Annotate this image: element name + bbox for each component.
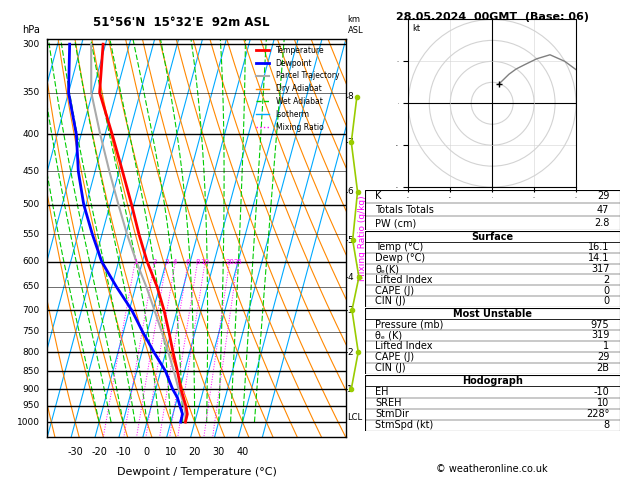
Text: 10: 10 [597,398,610,408]
Text: -20: -20 [91,447,107,457]
Text: EH: EH [375,387,389,397]
Text: 2: 2 [603,275,610,285]
Text: 20: 20 [189,447,201,457]
Text: 1: 1 [133,259,137,265]
Text: 28.05.2024  00GMT  (Base: 06): 28.05.2024 00GMT (Base: 06) [396,12,589,22]
Text: 228°: 228° [586,409,610,419]
Text: LCL: LCL [347,413,362,422]
Text: 550: 550 [23,230,40,239]
Text: 2.8: 2.8 [594,218,610,228]
Text: Totals Totals: Totals Totals [375,205,434,215]
Text: Lifted Index: Lifted Index [375,275,433,285]
Text: 317: 317 [591,264,610,274]
Text: 29: 29 [597,191,610,201]
Text: 300: 300 [23,40,40,49]
Text: 900: 900 [23,384,40,394]
Text: -10: -10 [594,387,610,397]
Text: StmDir: StmDir [375,409,409,419]
Text: 3: 3 [347,306,353,314]
Text: StmSpd (kt): StmSpd (kt) [375,420,433,431]
Text: 1: 1 [347,384,353,394]
Text: -10: -10 [115,447,131,457]
Text: CAPE (J): CAPE (J) [375,285,414,295]
Legend: Temperature, Dewpoint, Parcel Trajectory, Dry Adiabat, Wet Adiabat, Isotherm, Mi: Temperature, Dewpoint, Parcel Trajectory… [253,43,342,135]
Text: 16.1: 16.1 [588,243,610,253]
Text: CAPE (J): CAPE (J) [375,352,414,363]
Text: 6: 6 [186,259,191,265]
Text: Dewp (°C): Dewp (°C) [375,253,425,263]
Text: -30: -30 [67,447,83,457]
Text: 0: 0 [603,296,610,306]
Text: 7: 7 [347,138,353,147]
Text: 700: 700 [23,306,40,314]
Text: 650: 650 [23,282,40,292]
Text: 450: 450 [23,167,40,176]
Text: 975: 975 [591,319,610,330]
Text: Hodograph: Hodograph [462,376,523,386]
Text: 950: 950 [23,401,40,411]
Text: 750: 750 [23,327,40,336]
Text: 350: 350 [23,88,40,97]
Text: 2: 2 [152,259,157,265]
Text: CIN (J): CIN (J) [375,296,406,306]
Text: km
ASL: km ASL [347,16,363,35]
Text: 3: 3 [164,259,169,265]
Text: 1000: 1000 [17,417,40,427]
Text: 30: 30 [213,447,225,457]
Text: 51°56'N  15°32'E  92m ASL: 51°56'N 15°32'E 92m ASL [93,16,270,29]
Text: 1: 1 [603,341,610,351]
Text: Surface: Surface [471,232,513,242]
Text: θₑ(K): θₑ(K) [375,264,399,274]
Text: 20: 20 [225,259,234,265]
Text: SREH: SREH [375,398,401,408]
Text: Temp (°C): Temp (°C) [375,243,423,253]
Text: 800: 800 [23,347,40,357]
Text: 2: 2 [347,347,353,357]
Text: 319: 319 [591,330,610,341]
Text: 600: 600 [23,257,40,266]
Text: 8: 8 [195,259,200,265]
Text: 2B: 2B [596,363,610,373]
Text: 47: 47 [597,205,610,215]
Text: 25: 25 [233,259,242,265]
Text: CIN (J): CIN (J) [375,363,406,373]
Text: PW (cm): PW (cm) [375,218,416,228]
Text: Dewpoint / Temperature (°C): Dewpoint / Temperature (°C) [116,468,277,477]
Text: hPa: hPa [22,25,40,35]
Text: 0: 0 [603,285,610,295]
Text: 400: 400 [23,130,40,139]
Text: Lifted Index: Lifted Index [375,341,433,351]
Text: K: K [375,191,381,201]
Text: 6: 6 [347,187,353,196]
Text: Mixing Ratio (g/kg): Mixing Ratio (g/kg) [358,195,367,281]
Text: 8: 8 [603,420,610,431]
Text: © weatheronline.co.uk: © weatheronline.co.uk [437,464,548,474]
Text: kt: kt [413,24,421,33]
Text: 500: 500 [23,200,40,209]
Text: Most Unstable: Most Unstable [453,309,532,319]
Text: 0: 0 [144,447,150,457]
Text: 4: 4 [347,273,353,281]
Text: 10: 10 [201,259,209,265]
Text: 14.1: 14.1 [588,253,610,263]
Text: 5: 5 [347,236,353,244]
Text: 29: 29 [597,352,610,363]
Text: θₑ (K): θₑ (K) [375,330,402,341]
Text: 8: 8 [347,92,353,102]
Text: 4: 4 [173,259,177,265]
Text: Pressure (mb): Pressure (mb) [375,319,443,330]
Text: 850: 850 [23,366,40,376]
Text: 40: 40 [237,447,248,457]
Text: 10: 10 [165,447,177,457]
